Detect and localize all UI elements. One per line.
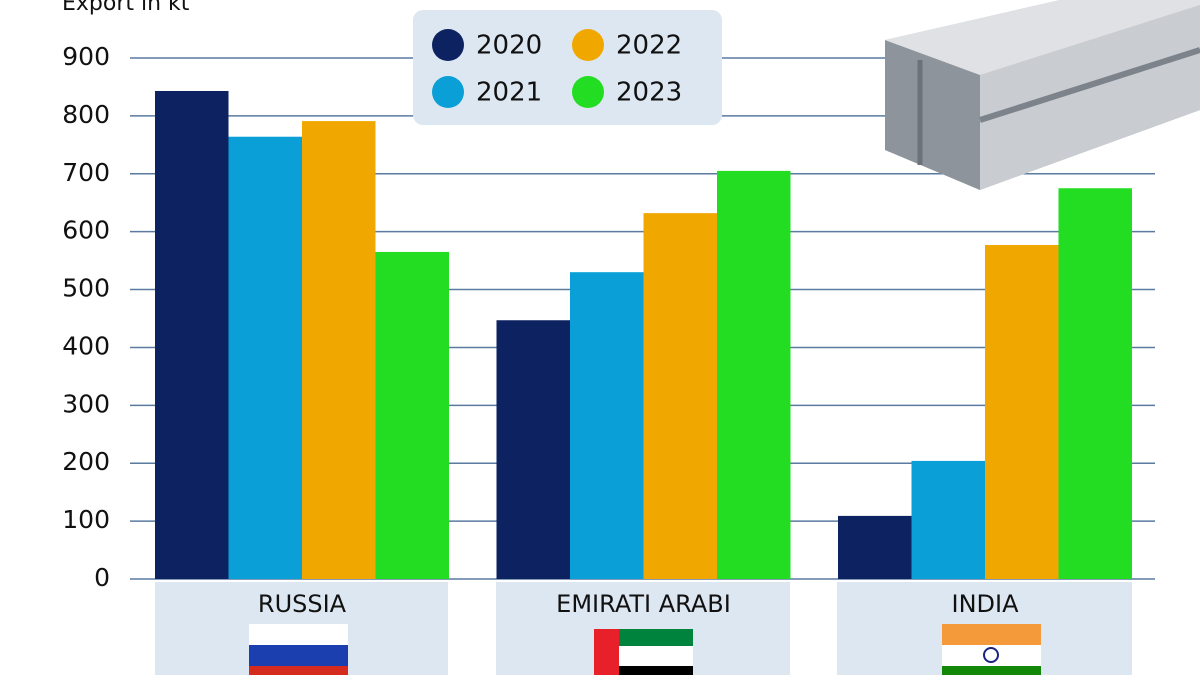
legend-label: 2023 <box>616 78 682 108</box>
legend-swatch <box>572 76 604 108</box>
legend-box <box>413 10 722 125</box>
profile-image <box>885 0 1200 190</box>
bar <box>228 136 302 579</box>
flag-russia <box>249 624 348 675</box>
bar <box>838 515 912 579</box>
y-tick-label: 700 <box>62 158 110 187</box>
legend-label: 2022 <box>616 31 682 61</box>
y-tick-label: 300 <box>62 389 110 418</box>
bar <box>155 90 229 579</box>
bar <box>911 460 985 579</box>
x-tick-label: INDIA <box>951 590 1019 618</box>
y-tick-label: 100 <box>62 505 110 534</box>
legend-swatch <box>432 76 464 108</box>
bar <box>643 213 717 580</box>
bar <box>1058 188 1132 579</box>
bar <box>570 272 644 579</box>
y-tick-label: 200 <box>62 447 110 476</box>
flag-uae <box>594 629 693 675</box>
x-tick-label: RUSSIA <box>258 590 347 618</box>
flag-india <box>942 624 1041 675</box>
bar <box>302 121 376 580</box>
legend-label: 2020 <box>476 31 542 61</box>
x-tick-label: EMIRATI ARABI <box>556 590 731 618</box>
y-tick-label: 600 <box>62 216 110 245</box>
bars <box>155 90 1132 580</box>
labels: 0 100 200 300 400 500 600 700 800 900 RUSSIA EMIRAT… <box>62 29 1019 618</box>
bar <box>717 170 791 579</box>
y-tick-label: 900 <box>62 42 110 71</box>
y-tick-label: 500 <box>62 274 110 303</box>
bar <box>375 251 449 579</box>
y-tick-label: 800 <box>62 100 110 129</box>
legend-swatch <box>432 29 464 61</box>
legend-label: 2021 <box>476 78 542 108</box>
bar <box>496 320 570 579</box>
y-axis-title: Export in kt <box>62 0 190 16</box>
bar <box>985 244 1059 579</box>
y-tick-label: 0 <box>94 563 110 592</box>
legend-swatch <box>572 29 604 61</box>
y-tick-label: 400 <box>62 331 110 360</box>
